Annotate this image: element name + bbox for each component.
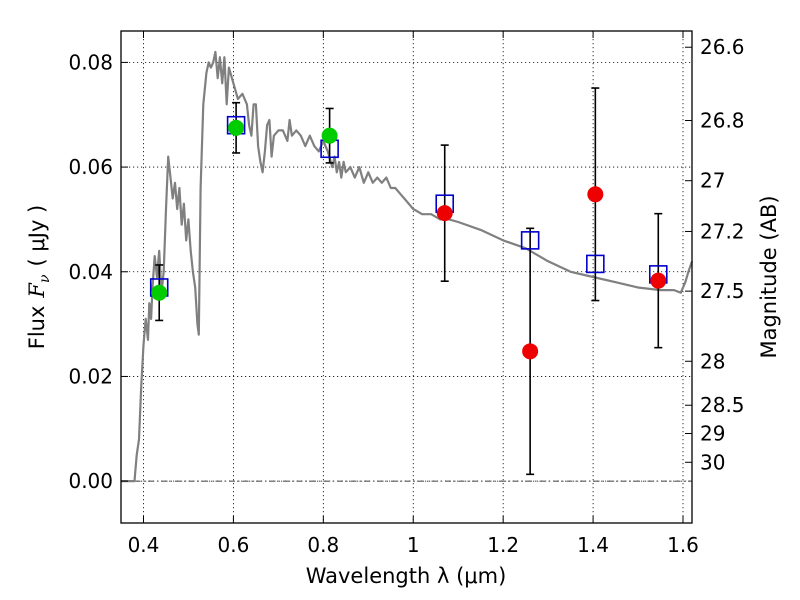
y-axis-title: Flux Fν ( μJy ) xyxy=(25,205,53,349)
x-tick-label: 1.6 xyxy=(667,533,699,557)
y-axis-title-unit: ( μJy ) xyxy=(25,205,49,267)
magnitude-tick-label: 27.2 xyxy=(700,219,745,243)
observed-optical-point xyxy=(151,284,168,301)
magnitude-tick-label: 27 xyxy=(700,169,725,193)
axis-ticks xyxy=(121,31,692,523)
y-tick-label: 0.04 xyxy=(68,260,113,284)
y-tick-labels: 0.00 0.02 0.04 0.06 0.08 xyxy=(68,50,113,493)
model-photometry-square xyxy=(586,254,605,274)
observed-nir-point xyxy=(436,205,453,222)
x-tick-labels: 0.4 0.6 0.8 1 1.2 1.4 1.6 xyxy=(128,533,699,557)
observed-nir-point xyxy=(522,343,539,360)
x-tick-label: 0.6 xyxy=(217,533,249,557)
spectrum-line xyxy=(121,50,694,483)
x-tick-label: 1 xyxy=(407,533,420,557)
model-photometry-square xyxy=(520,231,540,250)
magnitude-tick-label: 26.6 xyxy=(700,35,745,59)
y-tick-label: 0.02 xyxy=(68,364,113,388)
magnitude-tick-label: 27.5 xyxy=(700,279,745,303)
x-tick-label: 0.4 xyxy=(128,533,160,557)
x-tick-label: 0.8 xyxy=(307,533,339,557)
x-tick-label: 1.2 xyxy=(487,533,519,557)
observed-points xyxy=(151,119,667,360)
observed-nir-point xyxy=(587,186,604,203)
x-tick-label: 1.4 xyxy=(577,533,609,557)
error-bars xyxy=(155,87,663,476)
magnitude-tick-label: 29 xyxy=(700,421,725,445)
magnitude-tick-labels: 26.6 26.8 27 27.2 27.5 28 28.5 29 30 xyxy=(700,35,745,474)
y-axis-title-prefix: Flux xyxy=(25,306,49,350)
y-tick-label: 0.08 xyxy=(68,50,113,74)
observed-optical-point xyxy=(228,119,245,136)
y-axis-title-subscript: ν xyxy=(37,274,53,283)
magnitude-axis-title: Magnitude (AB) xyxy=(757,195,781,358)
model-spectrum xyxy=(121,50,694,483)
magnitude-tick-label: 28.5 xyxy=(700,393,745,417)
grid-lines xyxy=(121,31,692,523)
magnitude-tick-label: 28 xyxy=(700,349,725,373)
y-axis-title-symbol: F xyxy=(25,282,49,299)
model-photometry-squares xyxy=(149,115,668,297)
observed-optical-point xyxy=(321,127,338,144)
plot-frame xyxy=(120,30,693,524)
observed-nir-point xyxy=(650,272,667,289)
magnitude-tick-label: 26.8 xyxy=(700,109,745,133)
x-axis-title: Wavelength λ (μm) xyxy=(306,564,507,588)
y-tick-label: 0.06 xyxy=(68,155,113,179)
y-tick-label: 0.00 xyxy=(68,469,113,493)
magnitude-tick-label: 30 xyxy=(700,450,725,474)
